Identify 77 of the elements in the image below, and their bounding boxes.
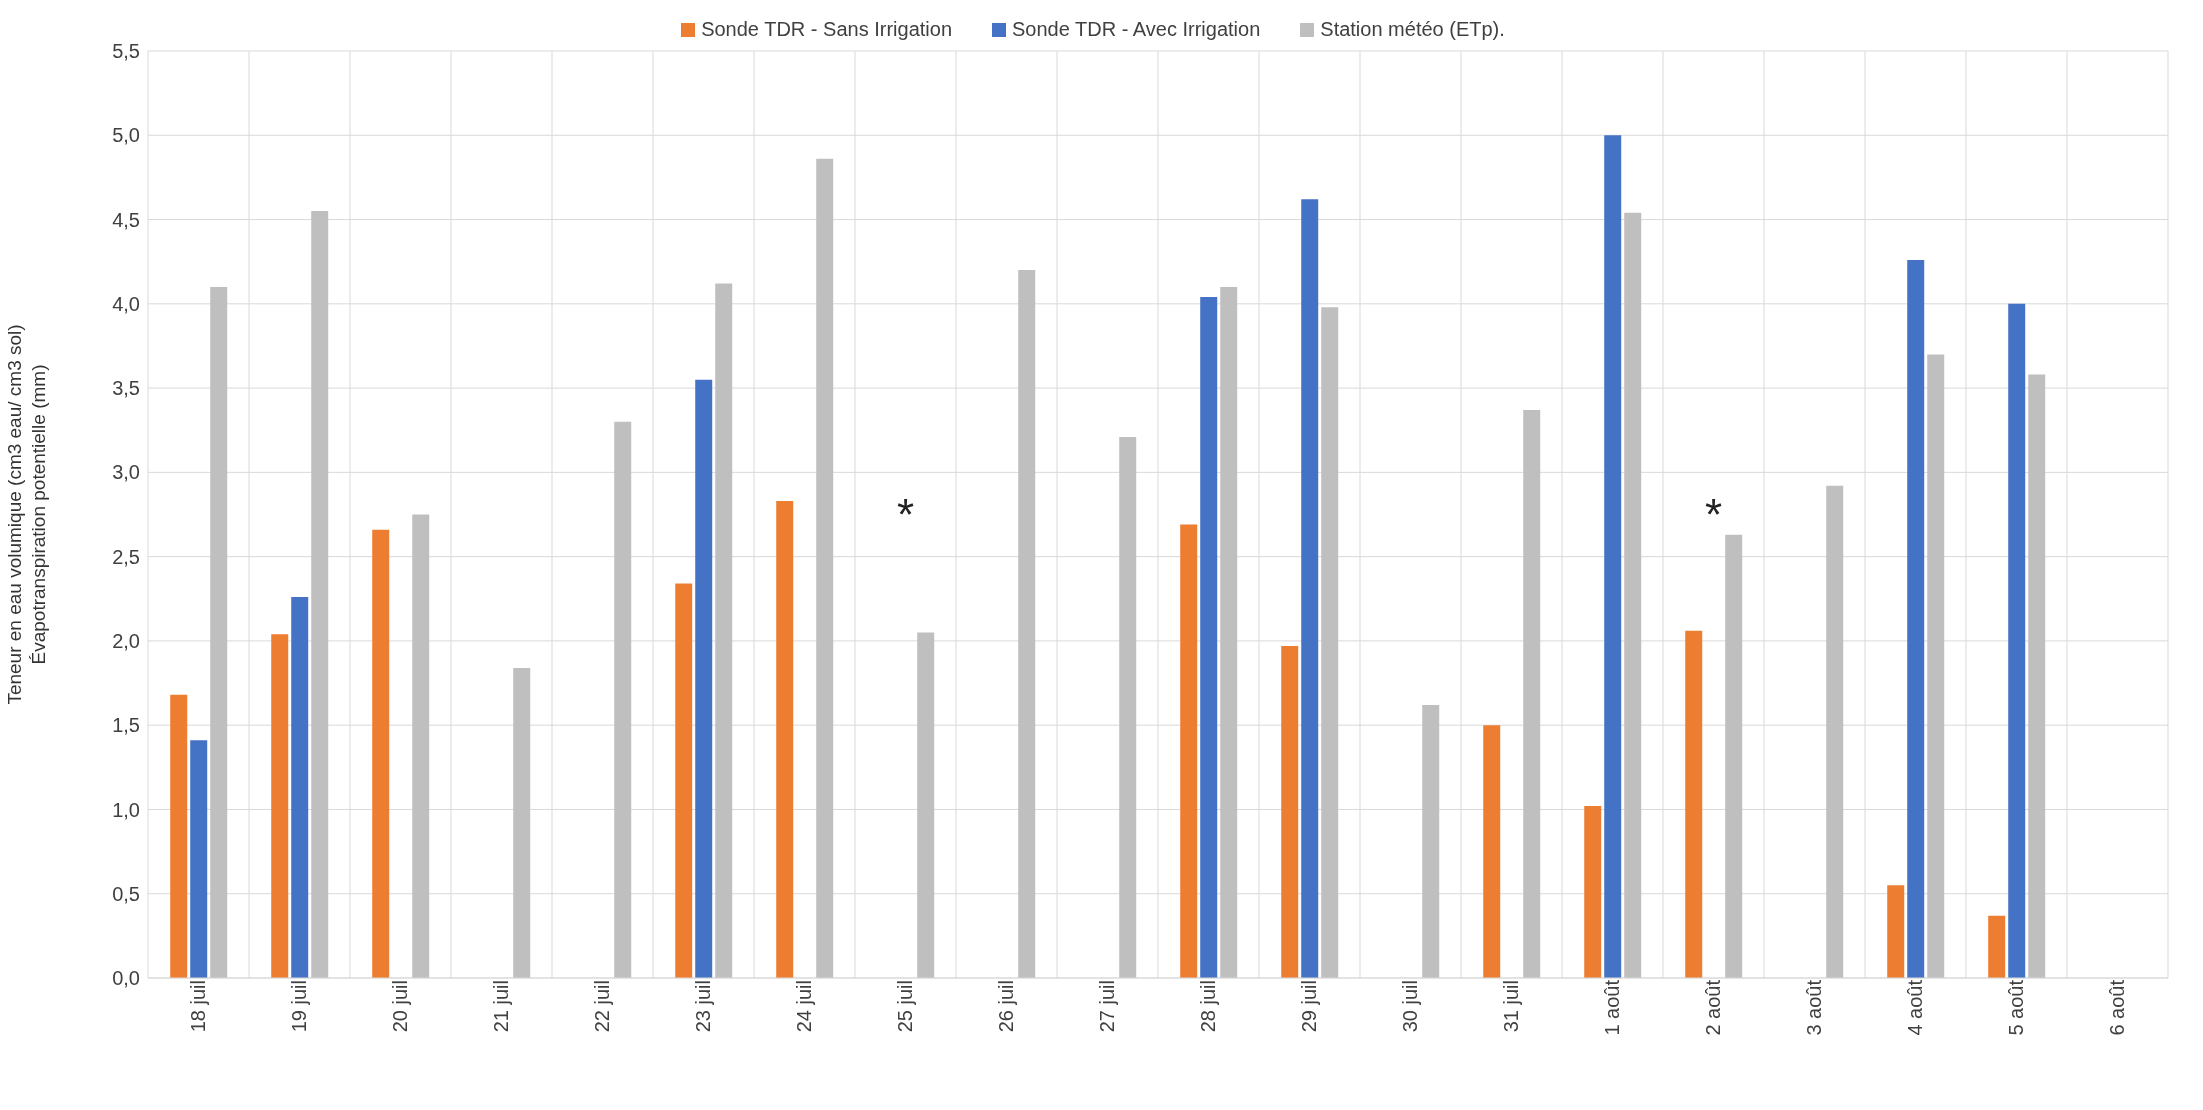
x-tick-label: 1 août xyxy=(1600,979,1623,1036)
x-tick-label: 25 juil xyxy=(893,980,916,1033)
bar xyxy=(816,158,834,978)
bar xyxy=(1220,286,1238,978)
legend-label: Sonde TDR - Avec Irrigation xyxy=(1012,18,1261,41)
annotation: * xyxy=(896,490,915,540)
x-tick-label: 22 juil xyxy=(590,980,613,1033)
bar xyxy=(1301,199,1319,978)
y-tick-label: 1,0 xyxy=(112,798,140,821)
y-tick-label: 3,0 xyxy=(112,461,140,484)
y-tick-label: 0,0 xyxy=(112,967,140,990)
x-tick-label: 24 juil xyxy=(792,980,815,1033)
y-tick-label: 4,0 xyxy=(112,292,140,315)
bar xyxy=(1119,436,1137,978)
bar xyxy=(1180,524,1198,978)
bar xyxy=(1281,645,1299,978)
bar xyxy=(190,740,208,978)
bar xyxy=(311,211,329,978)
x-tick-label: 28 juil xyxy=(1196,980,1219,1033)
bar xyxy=(1725,534,1743,978)
x-tick-label: 20 juil xyxy=(388,980,411,1033)
bar xyxy=(1907,260,1925,978)
bar xyxy=(1483,725,1501,978)
legend-label: Sonde TDR - Sans Irrigation xyxy=(701,18,953,41)
x-tick-label: 3 août xyxy=(1802,979,1825,1036)
x-tick-label: 30 juil xyxy=(1398,980,1421,1033)
y-tick-label: 3,5 xyxy=(112,377,140,400)
legend-label: Station météo (ETp). xyxy=(1320,18,1505,41)
bar xyxy=(1927,354,1945,978)
y-axis-title: Teneur en eau volumique (cm3 eau/ cm3 sol) Évapotranspiration potentielle (mm) xyxy=(4,324,49,705)
bar xyxy=(1604,135,1622,978)
bar xyxy=(695,379,713,978)
bar xyxy=(1018,270,1036,978)
bar xyxy=(513,667,531,978)
bar xyxy=(1826,485,1844,978)
bar xyxy=(170,694,188,978)
x-tick-label: 27 juil xyxy=(1095,980,1118,1033)
bar xyxy=(675,583,693,978)
bar xyxy=(2028,374,2046,978)
x-tick-label: 31 juil xyxy=(1499,980,1522,1033)
x-tick-label: 18 juil xyxy=(186,980,209,1033)
bar xyxy=(1685,630,1703,978)
y-tick-label: 2,0 xyxy=(112,630,140,653)
bar xyxy=(776,501,794,978)
x-tick-label: 4 août xyxy=(1903,979,1926,1036)
x-tick-label: 2 août xyxy=(1701,979,1724,1036)
bar xyxy=(614,421,632,978)
y-tick-label: 5,0 xyxy=(112,124,140,147)
bar xyxy=(2008,303,2026,978)
bar xyxy=(917,632,935,978)
bar xyxy=(1624,212,1642,978)
x-tick-label: 23 juil xyxy=(691,980,714,1033)
bar xyxy=(1988,915,2006,978)
x-tick-label: 21 juil xyxy=(489,980,512,1033)
bar xyxy=(715,283,733,978)
bar xyxy=(271,634,289,978)
bar xyxy=(372,529,390,978)
y-tick-label: 0,5 xyxy=(112,882,140,905)
bar xyxy=(412,514,430,978)
x-tick-label: 26 juil xyxy=(994,980,1017,1033)
bar xyxy=(1422,704,1440,978)
x-tick-label: 6 août xyxy=(2105,979,2128,1036)
bar xyxy=(210,286,228,978)
y-tick-label: 1,5 xyxy=(112,714,140,737)
y-tick-label: 4,5 xyxy=(112,208,140,231)
x-tick-label: 5 août xyxy=(2004,979,2027,1036)
x-tick-label: 29 juil xyxy=(1297,980,1320,1033)
y-tick-label: 2,5 xyxy=(112,545,140,568)
bar xyxy=(291,597,309,978)
annotation: * xyxy=(1704,490,1723,540)
y-tick-label: 5,5 xyxy=(112,40,140,63)
bar xyxy=(1887,885,1905,978)
bar xyxy=(1523,410,1541,978)
bar xyxy=(1200,297,1218,978)
bar xyxy=(1584,806,1602,978)
bar xyxy=(1321,307,1339,978)
x-tick-label: 19 juil xyxy=(287,980,310,1033)
